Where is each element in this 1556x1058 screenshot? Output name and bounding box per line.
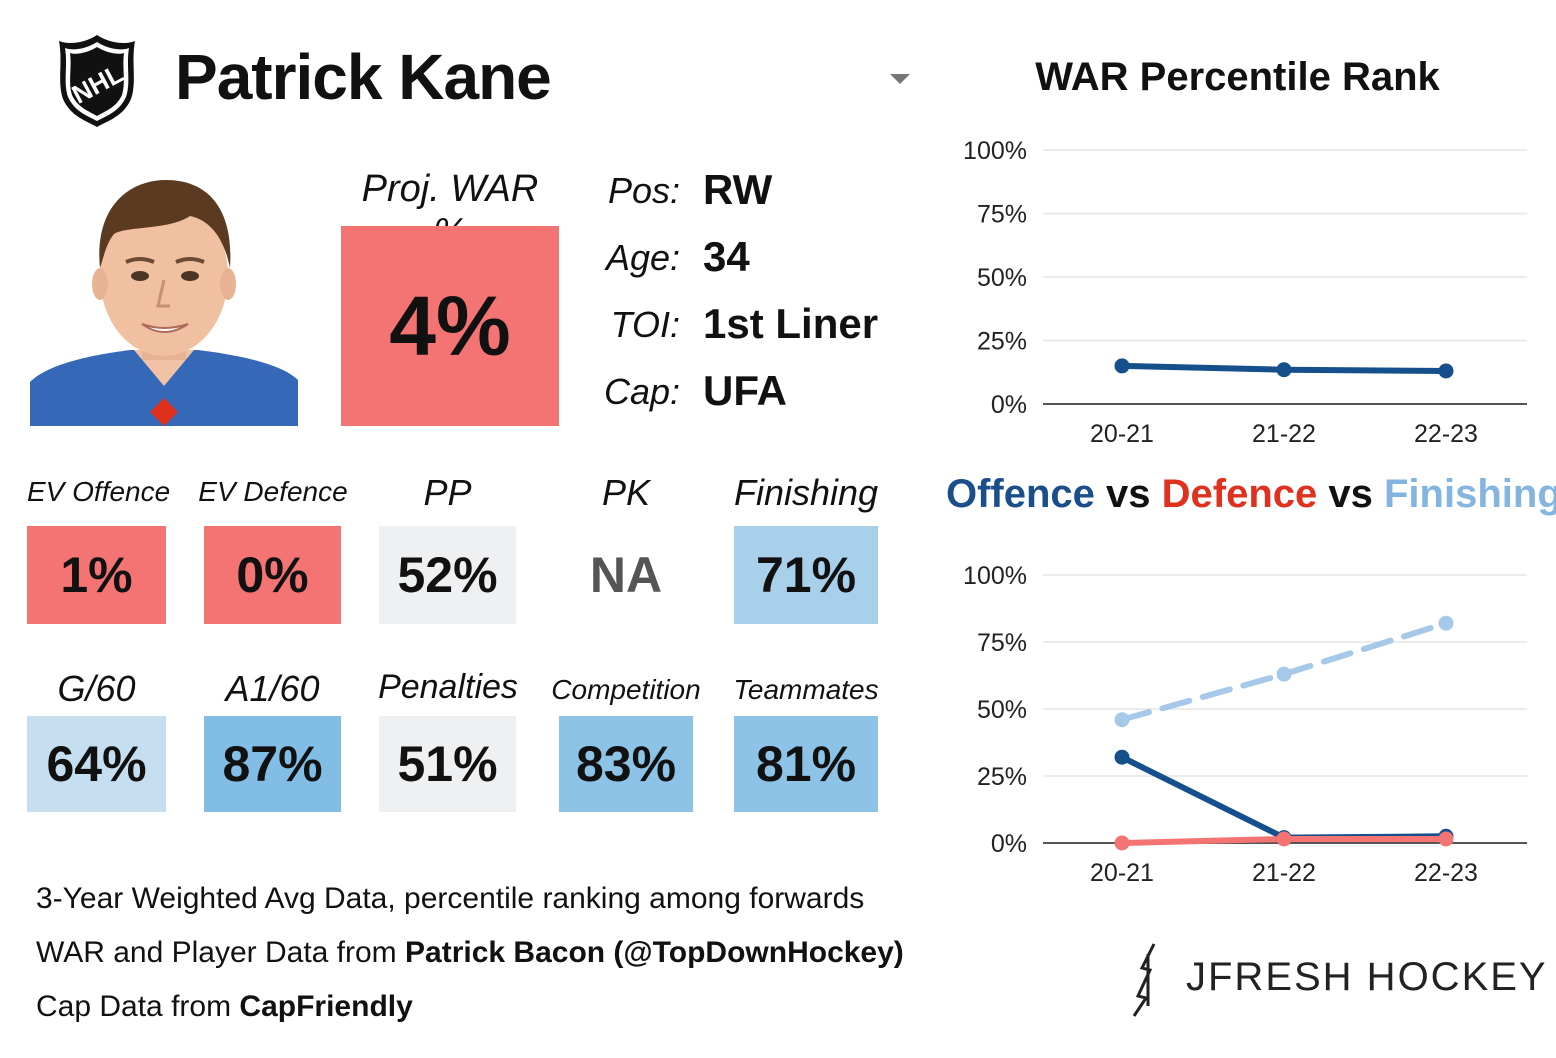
ev-defence-value: 0% — [204, 526, 341, 624]
note-methodology: 3-Year Weighted Avg Data, percentile ran… — [36, 882, 865, 915]
ovd-chart-title: Offence vs Defence vs Finishing — [946, 472, 1556, 517]
y-tick-label: 100% — [963, 137, 1027, 165]
data-point — [1114, 749, 1130, 765]
pp-value: 52% — [379, 526, 516, 624]
a160-label: A1/60 — [225, 668, 320, 709]
data-point — [1438, 831, 1454, 847]
war-chart-title: WAR Percentile Rank — [1035, 55, 1440, 99]
player-dropdown-chevron-icon[interactable] — [890, 74, 910, 84]
x-tick-label: 21-22 — [1252, 859, 1316, 887]
data-point — [1114, 835, 1130, 851]
note-cap-source-prefix: Cap Data from — [36, 990, 240, 1023]
x-tick-label: 22-23 — [1414, 420, 1478, 448]
g60-value: 64% — [27, 716, 166, 812]
pos-label: Pos: — [607, 170, 680, 211]
pk-label: PK — [601, 472, 651, 513]
y-tick-label: 25% — [977, 328, 1027, 356]
player-headshot — [30, 172, 298, 426]
y-tick-label: 75% — [977, 629, 1027, 657]
age-value: 34 — [703, 233, 750, 280]
a160-value: 87% — [204, 716, 341, 812]
ovd-title-offence: Offence — [946, 472, 1095, 516]
y-tick-label: 50% — [977, 696, 1027, 724]
y-tick-label: 0% — [991, 391, 1027, 419]
war-percentile-chart: 0% 25% 50% 75% 100% 20-21 21-22 22-23 — [963, 137, 1527, 448]
note-war-source-prefix: WAR and Player Data from — [36, 936, 406, 969]
ovd-title-vs-1: vs — [1094, 472, 1162, 516]
ovd-title-defence: Defence — [1161, 472, 1318, 516]
data-point — [1276, 666, 1292, 682]
penalties-label: Penalties — [378, 668, 518, 706]
ev-defence-label: EV Defence — [198, 476, 348, 507]
data-point — [1276, 831, 1292, 847]
pos-value: RW — [703, 166, 773, 213]
finishing-label: Finishing — [733, 472, 879, 513]
toi-value: 1st Liner — [703, 300, 879, 347]
cap-value: UFA — [703, 367, 787, 414]
proj-war-value: 4% — [341, 226, 559, 426]
data-point — [1438, 363, 1454, 379]
penalties-value: 51% — [379, 716, 516, 812]
ovd-title-finishing: Finishing — [1384, 472, 1556, 516]
y-tick-label: 25% — [977, 763, 1027, 791]
cap-label: Cap: — [603, 371, 680, 412]
series-line-1 — [1119, 754, 1449, 841]
toi-label: TOI: — [610, 304, 680, 345]
brand-name: JFRESH HOCKEY — [1186, 955, 1548, 999]
ovd-title-vs-2: vs — [1317, 472, 1384, 516]
pk-value: NA — [559, 526, 693, 624]
data-point — [1438, 615, 1454, 631]
x-tick-label: 21-22 — [1252, 420, 1316, 448]
competition-label: Competition — [551, 674, 701, 705]
y-tick-label: 100% — [963, 562, 1027, 590]
data-point — [1276, 362, 1292, 378]
offence-defence-finishing-chart: 0% 25% 50% 75% 100% 20-21 21-22 22-23 — [963, 562, 1527, 887]
x-tick-label: 22-23 — [1414, 859, 1478, 887]
note-war-source: WAR and Player Data from Patrick Bacon (… — [36, 936, 904, 970]
teammates-value: 81% — [734, 716, 878, 812]
note-cap-source: Cap Data from CapFriendly — [36, 990, 413, 1024]
g60-label: G/60 — [57, 668, 136, 709]
y-tick-label: 50% — [977, 264, 1027, 292]
x-tick-label: 20-21 — [1090, 420, 1154, 448]
competition-value: 83% — [559, 716, 693, 812]
note-cap-source-name: CapFriendly — [239, 990, 413, 1023]
player-name: Patrick Kane — [175, 41, 552, 113]
ev-offence-label: EV Offence — [27, 476, 171, 507]
y-tick-label: 0% — [991, 830, 1027, 858]
x-tick-label: 20-21 — [1090, 859, 1154, 887]
data-point — [1114, 358, 1130, 374]
note-war-source-name: Patrick Bacon (@TopDownHockey) — [405, 936, 904, 969]
teammates-label: Teammates — [733, 674, 879, 705]
ev-offence-value: 1% — [27, 526, 166, 624]
jfresh-logo-icon — [1128, 940, 1168, 1020]
y-tick-label: 75% — [977, 201, 1027, 229]
pp-label: PP — [423, 472, 472, 513]
age-label: Age: — [605, 237, 680, 278]
finishing-value: 71% — [734, 526, 878, 624]
nhl-logo: NHL — [55, 33, 139, 129]
data-point — [1114, 712, 1130, 728]
